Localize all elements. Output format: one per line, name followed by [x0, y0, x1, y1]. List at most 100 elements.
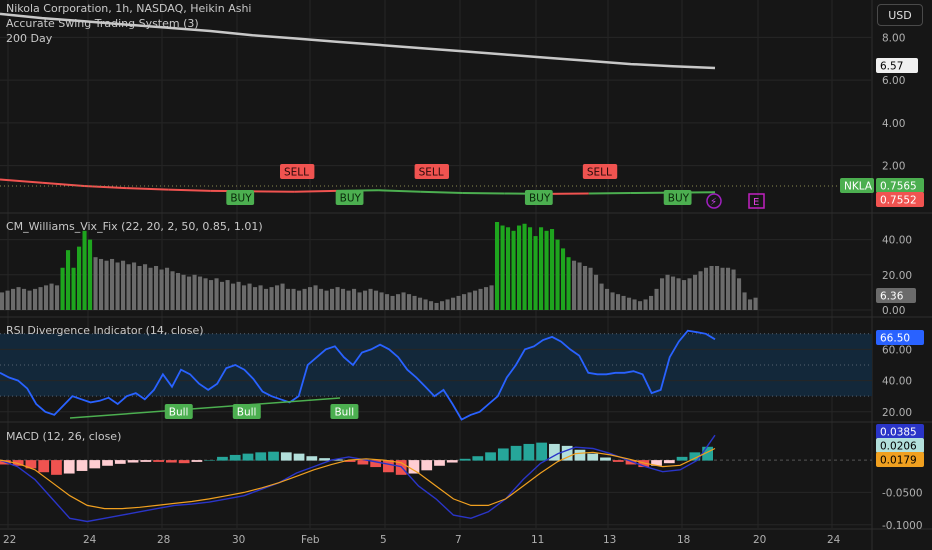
- vix-last-label: 6.36: [880, 291, 904, 303]
- rsi-title[interactable]: RSI Divergence Indicator (14, close): [6, 324, 204, 337]
- vix-bar-123: [676, 278, 681, 310]
- vix-y-tick-2: 0.00: [882, 305, 905, 317]
- vix-bar-59: [324, 290, 329, 310]
- macd-hist-15: [191, 460, 203, 462]
- macd-hist-30: [383, 460, 394, 473]
- vix-bar-98: [539, 227, 544, 310]
- macd-hist-35: [446, 460, 458, 463]
- signal-buy-2: BUY: [340, 193, 362, 205]
- vix-bar-12: [66, 250, 71, 310]
- currency-button[interactable]: USD: [877, 4, 923, 26]
- vix-bar-41: [225, 280, 230, 310]
- signal-buy-0-bg: [226, 190, 255, 205]
- vix-bar-29: [159, 269, 164, 310]
- vix-bar-42: [231, 283, 236, 310]
- vix-bar-6: [33, 288, 38, 310]
- signal-buy-4: BUY: [529, 193, 551, 205]
- bull-label-1: Bull: [237, 407, 257, 419]
- vix-bar-113: [621, 295, 626, 310]
- macd-hist-6: [76, 460, 88, 471]
- vix-bar-34: [187, 276, 192, 310]
- indicator-title[interactable]: Accurate Swing Trading System (3): [6, 17, 199, 30]
- vix-bar-110: [605, 288, 610, 310]
- vix-y-tick-0: 40.00: [882, 235, 912, 247]
- macd-hist-2: [25, 460, 37, 469]
- vix-bar-81: [445, 299, 450, 310]
- vix-bar-92: [506, 227, 511, 310]
- signal-buy-4-bg: [524, 190, 553, 205]
- vix-bar-79: [434, 302, 439, 310]
- vix-bar-115: [632, 299, 637, 310]
- vix-bar-129: [709, 266, 714, 310]
- signal-sell-5: SELL: [587, 167, 612, 179]
- vix-bar-16: [88, 239, 93, 310]
- vix-bar-127: [698, 271, 703, 310]
- vix-title[interactable]: CM_Williams_Vix_Fix (22, 20, 2, 50, 0.85…: [6, 220, 263, 233]
- macd-hist-1: [12, 460, 24, 466]
- symbol-label: NKLA: [844, 181, 873, 193]
- rsi-y-tick-1: 40.00: [882, 376, 912, 388]
- vix-bar-118: [649, 295, 654, 310]
- bull-label-0-bg: [164, 404, 193, 419]
- vix-bar-88: [484, 287, 489, 310]
- vix-bar-55: [302, 288, 307, 310]
- vix-bar-28: [154, 266, 159, 310]
- price-y-tick-2: 4.00: [882, 118, 905, 130]
- vix-bar-3: [16, 287, 21, 310]
- vix-bar-91: [500, 225, 505, 310]
- macd-hist-47: [600, 457, 611, 461]
- swing-line-seg-10: [378, 189, 421, 193]
- macd-title[interactable]: MACD (12, 26, close): [6, 430, 122, 443]
- vix-bar-26: [143, 264, 148, 310]
- macd-hist-29: [370, 460, 382, 468]
- price-label-swing: 0.7552: [880, 195, 917, 207]
- macd-hist-26: [331, 459, 343, 461]
- vix-bar-57: [313, 285, 318, 310]
- vix-bar-20: [110, 258, 115, 310]
- vix-bar-89: [489, 285, 494, 310]
- signal-sell-3-bg: [414, 164, 449, 179]
- vix-bar-11: [60, 267, 65, 310]
- vix-bar-44: [242, 285, 247, 310]
- macd-hist-34: [434, 460, 445, 466]
- vix-bar-114: [627, 297, 632, 310]
- macd-hist-46: [587, 453, 599, 461]
- macd-hist-43: [549, 443, 560, 461]
- vix-bar-87: [478, 288, 483, 310]
- macd-hist-51: [651, 460, 662, 466]
- macd-hist-27: [344, 460, 356, 462]
- macd-hist-18: [229, 454, 241, 461]
- x-tick-7: 11: [531, 534, 544, 546]
- macd-hist-44: [561, 445, 573, 461]
- vix-bar-117: [643, 299, 648, 310]
- vix-bar-58: [319, 288, 324, 310]
- vix-bar-128: [704, 267, 709, 310]
- vix-bar-25: [137, 266, 142, 310]
- vix-bar-21: [115, 262, 120, 310]
- rsi-y-tick-0: 60.00: [882, 344, 912, 356]
- x-tick-6: 7: [455, 534, 462, 546]
- symbol-label-bg: [840, 178, 874, 193]
- macd-hist-37: [472, 456, 484, 461]
- earnings-event-box: [748, 193, 765, 209]
- vix-bar-94: [517, 225, 522, 310]
- vix-bar-19: [104, 260, 109, 310]
- bull-label-1-bg: [232, 404, 261, 419]
- vix-bar-95: [522, 223, 527, 310]
- vix-bar-83: [456, 295, 461, 310]
- vix-bar-50: [275, 285, 280, 310]
- vix-bar-7: [38, 287, 43, 310]
- symbol-title[interactable]: Nikola Corporation, 1h, NASDAQ, Heikin A…: [6, 2, 252, 15]
- vix-last-label-bg: [876, 288, 916, 303]
- vix-bar-85: [467, 292, 472, 310]
- macd-hist-50: [638, 460, 650, 468]
- vix-bar-18: [99, 258, 104, 310]
- macd-hist-16: [204, 460, 216, 461]
- swing-line-seg-11: [420, 190, 463, 195]
- vix-bar-33: [181, 274, 186, 310]
- macd-line: [0, 434, 716, 523]
- macd-hist-33: [421, 460, 433, 471]
- signal-buy-0: BUY: [230, 193, 252, 205]
- ma-title[interactable]: 200 Day: [6, 32, 53, 45]
